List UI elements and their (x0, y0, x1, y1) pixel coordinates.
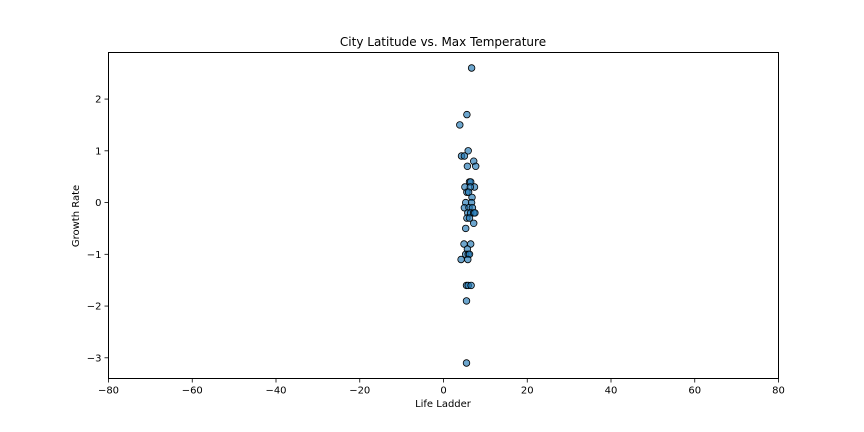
x-tick-label: 40 (605, 386, 618, 397)
x-axis-label: Life Ladder (415, 399, 472, 410)
y-tick-label: 1 (95, 146, 101, 157)
x-tick-label: −80 (98, 386, 119, 397)
data-point (462, 359, 471, 367)
y-tick-label: 2 (95, 95, 101, 106)
points-layer (456, 64, 480, 367)
data-point (465, 214, 474, 222)
data-point (467, 281, 475, 290)
y-tick-label: −3 (87, 353, 102, 364)
data-point (463, 110, 471, 119)
data-point (463, 162, 472, 170)
x-axis-ticks: −80 −60 −40 −20 0 20 40 60 80 (98, 378, 785, 397)
data-point (471, 209, 479, 217)
x-tick-label: −40 (265, 386, 286, 397)
data-point (462, 224, 470, 233)
data-point (460, 152, 469, 160)
data-point (456, 121, 464, 129)
data-point (464, 255, 472, 264)
data-point (470, 219, 478, 227)
data-point (462, 297, 471, 305)
x-tick-label: −60 (182, 386, 203, 397)
y-tick-label: −1 (87, 250, 102, 261)
x-tick-label: 20 (521, 386, 534, 397)
plot-area-frame (108, 52, 779, 379)
x-tick-label: 80 (772, 386, 785, 397)
y-axis-ticks: −3 −2 −1 0 1 2 (87, 95, 109, 364)
data-point (464, 147, 472, 155)
x-tick-label: −20 (349, 386, 370, 397)
data-point (467, 240, 475, 248)
y-tick-label: −2 (87, 302, 102, 313)
chart-title: City Latitude vs. Max Temperature (340, 35, 546, 49)
data-point (472, 162, 480, 170)
data-point (467, 64, 476, 72)
data-point (464, 188, 473, 196)
y-tick-label: 0 (95, 198, 101, 209)
data-point (457, 255, 465, 264)
x-tick-label: 60 (688, 386, 701, 397)
x-tick-label: 0 (440, 386, 446, 397)
y-axis-label: Growth Rate (71, 185, 82, 247)
